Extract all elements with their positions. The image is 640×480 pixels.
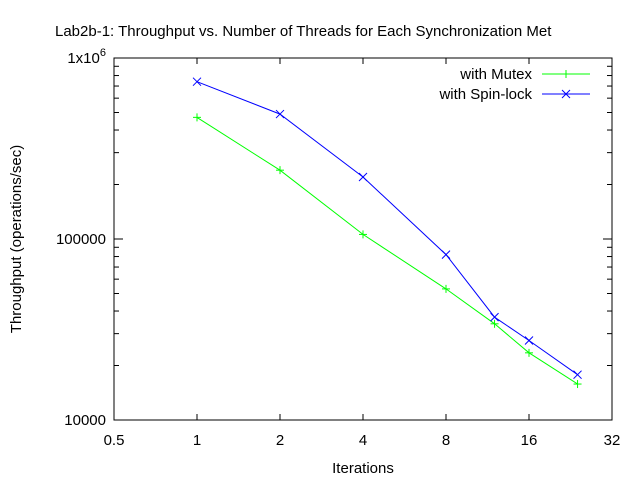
chart-title: Lab2b-1: Throughput vs. Number of Thread…: [55, 23, 552, 40]
x-tick-label: 0.5: [104, 432, 125, 449]
x-tick-label: 32: [604, 432, 621, 449]
data-point-with-spin-lock: [192, 77, 202, 87]
data-point-with-mutex: [573, 380, 582, 389]
legend-entry-with-mutex: with Mutex: [459, 66, 590, 83]
legend-entry-with-spin-lock: with Spin-lock: [438, 86, 590, 103]
y-tick-label-text: 1x10: [67, 50, 100, 67]
x-axis-label: Iterations: [332, 460, 394, 477]
legend-swatch-marker: [561, 89, 571, 99]
series-with-spin-lock: [192, 77, 582, 380]
y-tick-label: 1x106: [67, 47, 106, 67]
y-tick-label-text: 100000: [56, 231, 106, 248]
data-point-with-mutex: [442, 284, 450, 293]
series-line-with-mutex: [196, 116, 578, 385]
x-tick-label: 8: [442, 432, 450, 449]
data-point-with-mutex: [359, 230, 367, 239]
legend-swatch-marker: [562, 70, 570, 78]
data-point-with-spin-lock: [358, 172, 368, 182]
data-point-with-spin-lock: [524, 336, 534, 345]
data-point-with-spin-lock: [573, 370, 582, 380]
x-tick-label: 4: [359, 432, 367, 449]
x-tick-label: 16: [521, 432, 538, 449]
y-tick-label: 100000: [56, 231, 106, 248]
x-tick-label: 1: [193, 432, 201, 449]
data-point-with-mutex: [490, 319, 499, 328]
legend: with Mutex with Spin-lock: [438, 66, 590, 103]
y-axis-ticks: 10000 100000 1x106: [56, 47, 612, 429]
x-axis-ticks: 0.5 1 2 4 8 16 32: [104, 58, 621, 449]
series-with-mutex: [193, 113, 582, 389]
data-point-with-spin-lock: [275, 109, 285, 119]
x-tick-label: 2: [276, 432, 284, 449]
data-point-with-mutex: [276, 166, 284, 175]
plot-frame: [113, 57, 613, 421]
y-tick-label-exponent: 6: [100, 47, 106, 59]
data-point-with-spin-lock: [441, 250, 451, 259]
data-point-with-mutex: [525, 348, 533, 357]
data-point-with-spin-lock: [490, 312, 499, 322]
legend-label: with Mutex: [459, 66, 532, 83]
data-point-with-mutex: [193, 113, 201, 122]
y-tick-label-text: 10000: [64, 412, 106, 429]
y-tick-label: 10000: [64, 412, 106, 429]
series-layer: [192, 77, 582, 389]
series-line-with-spin-lock: [196, 81, 578, 376]
y-axis-label: Throughput (operations/sec): [8, 145, 25, 333]
legend-label: with Spin-lock: [438, 86, 532, 103]
